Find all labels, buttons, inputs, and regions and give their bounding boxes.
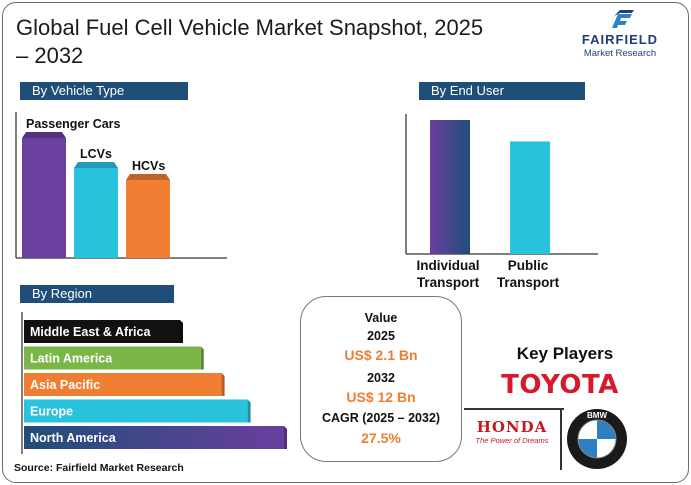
- logo-subtitle: Market Research: [583, 48, 657, 59]
- region-bar-2: [24, 373, 222, 396]
- region-section-label: By Region: [18, 285, 174, 303]
- vehicle-bar-label-1: LCVs: [80, 147, 112, 161]
- region-bar-4: [24, 426, 284, 449]
- region-bar-label-2: Asia Pacific: [30, 378, 100, 392]
- bmw-text: BMW: [587, 411, 607, 420]
- logo-word: FAIRFIELD: [581, 32, 659, 47]
- vehicle-bar-label-2: HCVs: [132, 159, 165, 173]
- region-bar-3: [24, 399, 248, 423]
- enduser-bar-1: [510, 141, 550, 254]
- fairfield-emblem-icon: [612, 10, 634, 28]
- region-bar-0: [24, 320, 180, 343]
- honda-logo: HONDA: [476, 418, 548, 436]
- key-players-title: Key Players: [516, 344, 614, 363]
- vehicle-type-chart: Passenger Cars LCVs HCVs: [15, 112, 227, 259]
- value-label: Value: [364, 311, 398, 325]
- region-bar-edge-3: [247, 399, 251, 423]
- vehicle-bar-top-2: [126, 174, 170, 180]
- vehicle-bar-top-1: [74, 162, 118, 168]
- vehicle-bar-0: [22, 138, 66, 258]
- source-note: Source: Fairfield Market Research: [14, 462, 184, 474]
- start-value: US$ 2.1 Bn: [344, 347, 418, 363]
- end-user-section-label: By End User: [417, 82, 585, 100]
- region-bar-edge-4: [284, 426, 287, 449]
- cagr-value: 27.5%: [361, 430, 401, 446]
- vehicle-bar-label-0: Passenger Cars: [26, 117, 121, 131]
- honda-tagline: The Power of Dreams: [475, 436, 549, 445]
- region-bar-label-3: Europe: [30, 405, 73, 419]
- region-bar-edge-2: [221, 373, 225, 396]
- start-year: 2025: [367, 329, 395, 343]
- region-bar-label-4: North America: [30, 431, 117, 445]
- region-bar-edge-0: [180, 320, 183, 343]
- market-value-box: Value 2025 US$ 2.1 Bn 2032 US$ 12 Bn CAG…: [300, 296, 462, 462]
- end-user-chart: Individual Transport Public Transport: [405, 114, 598, 290]
- region-chart: Middle East & Africa Latin America Asia Pa…: [21, 312, 287, 454]
- vehicle-bar-top-0: [22, 132, 66, 138]
- fairfield-logo: FAIRFIELD Market Research: [560, 8, 680, 59]
- vehicle-type-section-label: By Vehicle Type: [18, 82, 188, 100]
- region-bar-edge-1: [200, 346, 204, 370]
- toyota-logo: TOYOTA: [501, 370, 619, 400]
- end-value: US$ 12 Bn: [346, 389, 416, 405]
- region-bar-label-1: Latin America: [30, 352, 113, 366]
- end-year: 2032: [367, 371, 395, 385]
- bmw-logo: BMW: [567, 409, 627, 469]
- region-bar-1: [24, 346, 201, 370]
- enduser-label-0-0: Individual: [416, 258, 479, 273]
- enduser-label-1-0: Public: [508, 258, 549, 273]
- key-players-divider-h: [464, 408, 564, 410]
- cagr-label: CAGR (2025 – 2032): [321, 411, 441, 425]
- vehicle-bar-2: [126, 180, 170, 258]
- key-players-divider-v: [560, 408, 562, 470]
- enduser-label-0-1: Transport: [417, 275, 480, 290]
- region-bar-label-0: Middle East & Africa: [30, 325, 151, 339]
- enduser-bar-0: [430, 120, 470, 254]
- vehicle-bar-1: [74, 168, 118, 258]
- page-title: Global Fuel Cell Vehicle Market Snapshot…: [16, 15, 484, 68]
- enduser-label-1-1: Transport: [497, 275, 560, 290]
